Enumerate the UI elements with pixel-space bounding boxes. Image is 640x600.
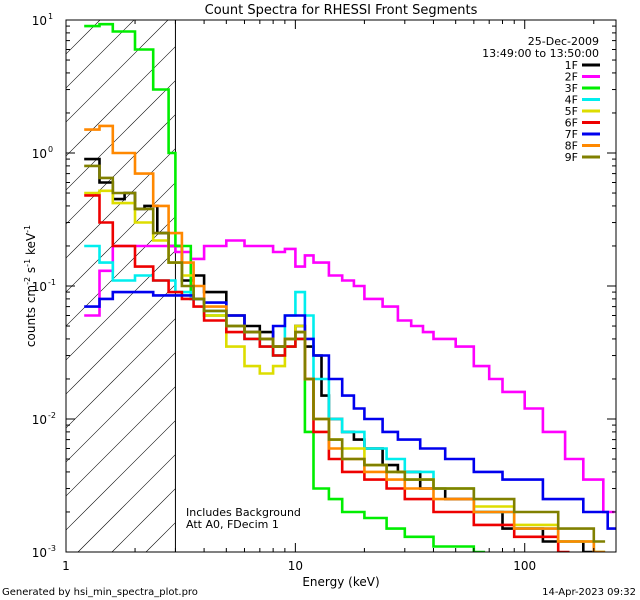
y-tick-label: 10 — [32, 413, 47, 427]
series-group — [84, 22, 616, 552]
y-label-exp-kev: -1 — [23, 225, 32, 233]
attenuator-hatch-region — [66, 0, 640, 552]
hatch-line — [66, 20, 169, 123]
x-axis-label: Energy (keV) — [302, 575, 379, 589]
x-tick-labels: 1 10 100 — [62, 559, 536, 573]
observation-date: 25-Dec-2009 — [528, 35, 599, 48]
hatch-line — [384, 0, 640, 552]
hatch-line — [66, 420, 176, 531]
hatch-line — [77, 454, 176, 552]
hatch-line — [486, 0, 640, 552]
hatch-line — [66, 114, 176, 225]
y-label-main: counts cm — [24, 285, 38, 347]
x-tick-label: 1 — [62, 559, 70, 573]
series-6F-line — [84, 194, 570, 552]
x-tick-label: 10 — [288, 559, 303, 573]
y-tick-label: 10 — [32, 546, 47, 560]
y-tick-exponent: -1 — [48, 278, 56, 287]
series-8F-line — [84, 124, 606, 552]
y-tick-label: 10 — [32, 147, 47, 161]
hatch-line — [66, 386, 176, 497]
hatch-line — [66, 182, 176, 293]
y-tick-label: 10 — [32, 280, 47, 294]
y-label-exp-cm: -2 — [23, 277, 32, 285]
y-axis-label: counts cm-2 s-1 keV-1 — [23, 225, 38, 347]
y-tick-exponent: 0 — [48, 145, 53, 154]
attenuator-note: Att A0, FDecim 1 — [186, 518, 279, 531]
hatch-line — [588, 0, 640, 552]
legend-label-3F: 3F — [565, 82, 578, 95]
y-tick-exponent: 1 — [48, 12, 53, 21]
hatch-line — [66, 216, 176, 327]
hatch-line — [66, 318, 176, 429]
legend-label-2F: 2F — [565, 71, 578, 84]
series-2F-line — [84, 239, 615, 514]
hatch-line — [66, 284, 176, 395]
time-range: 13:49:00 to 13:50:00 — [482, 47, 599, 60]
legend-label-7F: 7F — [565, 128, 578, 141]
generated-by: Generated by hsi_min_spectra_plot.pro — [2, 587, 198, 598]
y-tick-label: 10 — [32, 14, 47, 28]
x-tick-label: 100 — [513, 559, 536, 573]
legend-label-4F: 4F — [565, 94, 578, 107]
chart-title: Count Spectra for RHESSI Front Segments — [205, 3, 478, 18]
series-9F-line — [84, 164, 606, 543]
hatch-line — [350, 0, 640, 552]
series-7F-line — [84, 290, 616, 530]
y-label-exp-s: -1 — [23, 259, 32, 267]
legend-label-8F: 8F — [565, 140, 578, 153]
hatch-line — [66, 352, 176, 463]
axis-ticks — [65, 20, 616, 553]
hatch-line — [248, 0, 640, 552]
legend-label-1F: 1F — [565, 59, 578, 72]
hatch-line — [622, 0, 640, 552]
hatch-line — [520, 0, 640, 552]
legend-label-9F: 9F — [565, 151, 578, 164]
y-label-kev: keV — [24, 232, 38, 259]
legend-label-5F: 5F — [565, 105, 578, 118]
y-tick-exponent: -2 — [48, 411, 56, 420]
hatch-line — [418, 0, 640, 552]
hatch-line — [452, 0, 640, 552]
footer-timestamp: 14-Apr-2023 09:32 — [542, 587, 636, 598]
legend-label-6F: 6F — [565, 117, 578, 130]
background-note: Includes Background — [186, 506, 301, 519]
y-label-seconds: s — [24, 267, 38, 277]
y-tick-exponent: -3 — [48, 544, 56, 553]
hatch-line — [66, 250, 176, 361]
series-4F-line — [84, 244, 606, 552]
series-1F-line — [84, 157, 595, 552]
